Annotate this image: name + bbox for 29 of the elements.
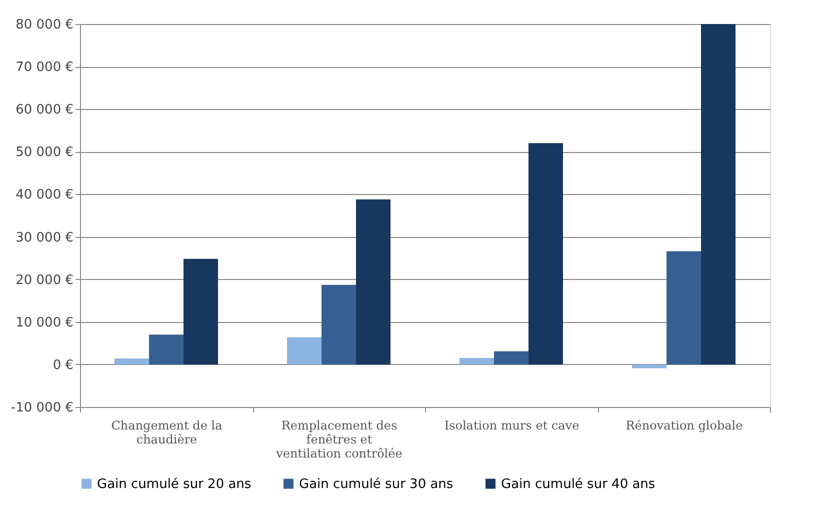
y-tick-label: 30 000 € xyxy=(16,230,74,246)
legend-label: Gain cumulé sur 40 ans xyxy=(501,476,656,492)
bar xyxy=(494,351,528,364)
bar xyxy=(666,251,701,364)
y-tick-label: 60 000 € xyxy=(16,102,74,118)
x-tick-label: Rénovation globale xyxy=(626,418,743,432)
bar xyxy=(149,334,184,364)
y-tick-label: 10 000 € xyxy=(16,315,74,330)
y-tick-label: -10 000 € xyxy=(10,400,74,416)
bar xyxy=(632,364,666,368)
bar xyxy=(322,284,356,364)
bar xyxy=(460,358,494,364)
bar xyxy=(701,24,736,364)
y-tick-label: 0 € xyxy=(52,358,74,373)
x-tick-label: Changement de la chaudière xyxy=(111,418,222,446)
x-tick-label: Isolation murs et cave xyxy=(444,418,580,432)
legend-label: Gain cumulé sur 30 ans xyxy=(299,476,454,492)
x-tick-label: Remplacement des fenêtres et ventilation contrôlée xyxy=(275,418,402,460)
bar xyxy=(184,258,218,364)
bar xyxy=(528,143,563,364)
bar xyxy=(114,358,149,364)
y-tick-label: 80 000 € xyxy=(16,18,74,32)
y-tick-label: 50 000 € xyxy=(16,145,74,160)
legend-label: Gain cumulé sur 20 ans xyxy=(97,476,252,492)
y-tick-label: 70 000 € xyxy=(16,60,74,76)
bar xyxy=(356,199,390,364)
y-tick-label: 40 000 € xyxy=(16,188,74,203)
bar xyxy=(287,337,322,364)
y-tick-label: 20 000 € xyxy=(16,272,74,288)
